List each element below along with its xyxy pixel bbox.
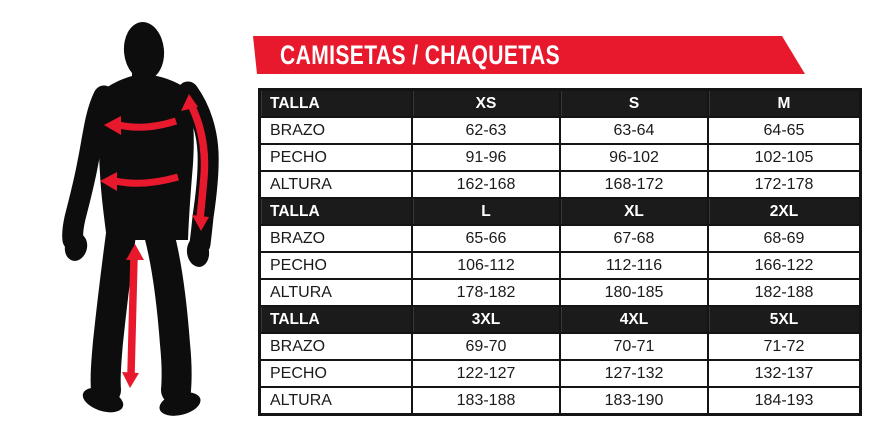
measurement-arrows (100, 94, 209, 388)
measure-value-cell: 67-68 (561, 226, 707, 251)
inseam-arrow (122, 244, 144, 388)
measure-label-cell: PECHO (261, 361, 411, 386)
measure-label-cell: PECHO (261, 145, 411, 170)
measure-value-cell: 106-112 (413, 253, 559, 278)
measure-value-cell: 65-66 (413, 226, 559, 251)
measure-value-cell: 183-188 (413, 388, 559, 413)
measure-label-cell: ALTURA (261, 280, 411, 305)
size-header-cell: S (561, 91, 707, 116)
measure-label-cell: BRAZO (261, 334, 411, 359)
talla-header-cell: TALLA (261, 91, 411, 116)
measure-value-cell: 69-70 (413, 334, 559, 359)
measure-value-cell: 132-137 (709, 361, 859, 386)
measure-label-cell: ALTURA (261, 172, 411, 197)
left-leg-shape (90, 219, 136, 405)
waist-arrow (100, 172, 179, 191)
right-leg-shape (144, 219, 192, 405)
measure-value-cell: 62-63 (413, 118, 559, 143)
measure-value-cell: 70-71 (561, 334, 707, 359)
measure-value-cell: 102-105 (709, 145, 859, 170)
measure-value-cell: 64-65 (709, 118, 859, 143)
measure-value-cell: 63-64 (561, 118, 707, 143)
measure-value-cell: 96-102 (561, 145, 707, 170)
size-header-cell: 3XL (413, 307, 559, 332)
right-foot-shape (159, 392, 201, 416)
torso-shape (99, 74, 194, 240)
measure-value-cell: 184-193 (709, 388, 859, 413)
measure-label-cell: BRAZO (261, 226, 411, 251)
measure-value-cell: 68-69 (709, 226, 859, 251)
measure-value-cell: 127-132 (561, 361, 707, 386)
measure-value-cell: 91-96 (413, 145, 559, 170)
banner-title: CAMISETAS / CHAQUETAS (280, 39, 561, 70)
measure-value-cell: 182-188 (709, 280, 859, 305)
talla-header-cell: TALLA (261, 199, 411, 224)
measure-value-cell: 180-185 (561, 280, 707, 305)
title-banner: CAMISETAS / CHAQUETAS (253, 36, 805, 74)
figure-svg (62, 22, 219, 416)
size-header-cell: 5XL (709, 307, 859, 332)
size-header-cell: XL (561, 199, 707, 224)
right-hand-shape (186, 237, 210, 267)
size-header-cell: M (709, 91, 859, 116)
measure-value-cell: 166-122 (709, 253, 859, 278)
left-hand-shape (64, 233, 88, 261)
size-header-cell: XS (413, 91, 559, 116)
size-table: TALLA XS S M BRAZO 62-63 63-64 64-65 PECHO 91-96 9… (258, 88, 862, 416)
measure-label-cell: ALTURA (261, 388, 411, 413)
size-header-cell: L (413, 199, 559, 224)
measure-label-cell: PECHO (261, 253, 411, 278)
male-silhouette (62, 22, 219, 416)
measure-value-cell: 122-127 (413, 361, 559, 386)
body-measurement-figure (55, 12, 255, 432)
measure-value-cell: 112-116 (561, 253, 707, 278)
size-header-cell: 2XL (709, 199, 859, 224)
chest-arrow (104, 116, 178, 135)
measure-label-cell: BRAZO (261, 118, 411, 143)
measure-value-cell: 172-178 (709, 172, 859, 197)
measure-value-cell: 183-190 (561, 388, 707, 413)
measure-value-cell: 71-72 (709, 334, 859, 359)
left-arm-shape (62, 85, 115, 251)
measure-value-cell: 178-182 (413, 280, 559, 305)
sleeve-length-arrow (181, 94, 209, 231)
talla-header-cell: TALLA (261, 307, 411, 332)
size-header-cell: 4XL (561, 307, 707, 332)
left-foot-shape (82, 387, 124, 413)
measure-value-cell: 168-172 (561, 172, 707, 197)
measure-value-cell: 162-168 (413, 172, 559, 197)
